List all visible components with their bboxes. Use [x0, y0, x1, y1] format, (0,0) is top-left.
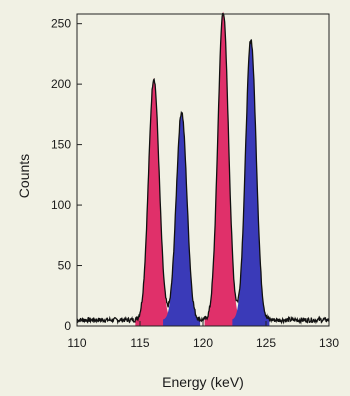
x-tick-label: 130: [319, 336, 339, 350]
peaks-layer: [135, 11, 270, 327]
x-tick-label: 115: [130, 336, 149, 350]
x-tick-label: 110: [67, 336, 86, 350]
x-tick-label: 125: [256, 336, 276, 350]
x-axis-title: Energy (keV): [162, 374, 244, 390]
plot-frame: [76, 13, 330, 327]
peak-4-fill: [232, 39, 270, 327]
y-axis-title: Counts: [16, 154, 32, 198]
spectrum-outline: [76, 12, 330, 325]
y-tick-label: 150: [51, 138, 71, 152]
x-axis: 110 115 120 125 130: [67, 321, 339, 350]
y-tick-label: 50: [58, 259, 72, 273]
y-tick-label: 200: [51, 77, 71, 91]
y-tick-label: 0: [64, 319, 71, 333]
x-tick-label: 120: [193, 336, 213, 350]
peak-1-fill: [135, 78, 173, 326]
y-tick-label: 250: [51, 17, 71, 31]
y-tick-label: 100: [51, 198, 71, 212]
peak-3-fill: [204, 11, 242, 327]
peak-2-fill: [163, 111, 201, 326]
y-axis: 0 50 100 150 200 250: [51, 17, 82, 333]
